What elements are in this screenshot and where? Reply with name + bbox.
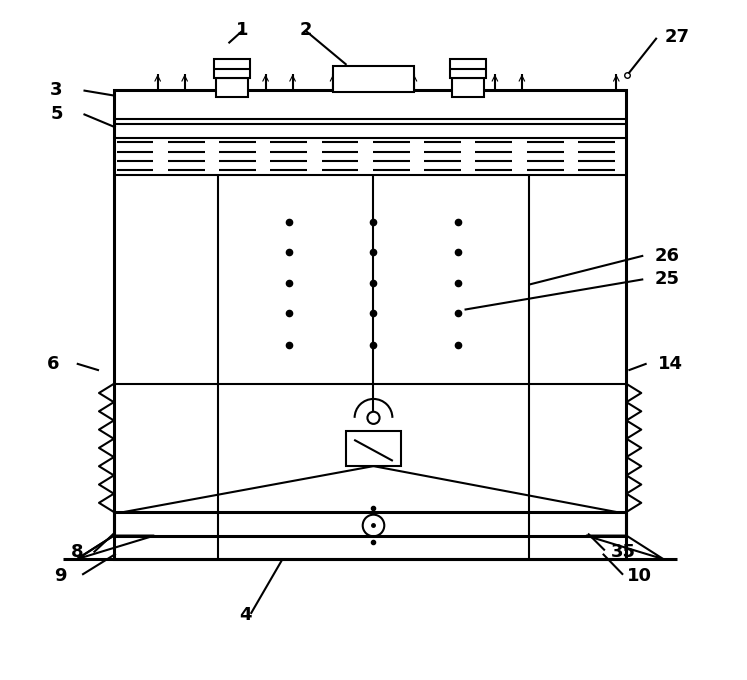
Bar xyxy=(214,59,250,78)
Bar xyxy=(450,59,486,78)
Text: 25: 25 xyxy=(654,270,679,288)
Text: 10: 10 xyxy=(627,567,652,585)
Text: 1: 1 xyxy=(236,21,248,39)
Bar xyxy=(333,66,414,92)
Bar xyxy=(216,78,248,97)
Text: 5: 5 xyxy=(50,105,63,123)
Bar xyxy=(346,431,401,466)
Text: 35: 35 xyxy=(610,543,636,562)
Bar xyxy=(114,90,627,559)
Text: 8: 8 xyxy=(70,543,83,562)
Text: 9: 9 xyxy=(54,567,66,585)
Text: 2: 2 xyxy=(300,21,312,39)
Text: 26: 26 xyxy=(654,247,679,265)
Text: 27: 27 xyxy=(665,27,689,46)
Text: 4: 4 xyxy=(239,606,252,624)
Text: 6: 6 xyxy=(47,354,60,373)
Bar xyxy=(452,78,484,97)
Text: 3: 3 xyxy=(50,82,63,99)
Text: 14: 14 xyxy=(658,354,683,373)
